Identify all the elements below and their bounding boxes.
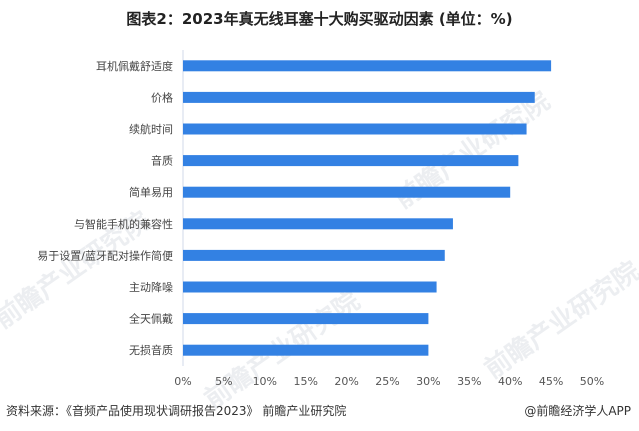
credit: @前瞻经济学人APP xyxy=(524,404,631,418)
category-label: 耳机佩戴舒适度 xyxy=(96,59,173,73)
x-tick-label: 30% xyxy=(416,375,440,388)
x-tick-label: 25% xyxy=(375,375,399,388)
category-label: 主动降噪 xyxy=(129,280,173,294)
bar xyxy=(183,344,429,356)
x-tick-label: 10% xyxy=(253,375,277,388)
bar xyxy=(183,60,552,72)
category-label: 无损音质 xyxy=(129,343,173,357)
category-label: 价格 xyxy=(151,90,173,104)
x-tick-label: 15% xyxy=(293,375,317,388)
x-tick-label: 45% xyxy=(539,375,563,388)
x-tick-label: 40% xyxy=(498,375,522,388)
bar xyxy=(183,313,429,325)
x-tick-label: 20% xyxy=(334,375,358,388)
category-label: 全天佩戴 xyxy=(129,312,173,326)
bar xyxy=(183,281,437,293)
bar xyxy=(183,123,527,135)
chart-title: 图表2：2023年真无线耳塞十大购买驱动因素 (单位：%) xyxy=(126,10,513,28)
x-tick-label: 0% xyxy=(174,375,191,388)
bar xyxy=(183,186,511,198)
x-tick-label: 35% xyxy=(457,375,481,388)
category-label: 简单易用 xyxy=(129,185,173,199)
source-note: 资料来源：《音频产品使用现状调研报告2023》 前瞻产业研究院 xyxy=(6,404,347,418)
bar xyxy=(183,91,535,103)
x-tick-label: 5% xyxy=(215,375,232,388)
bar xyxy=(183,249,445,261)
category-label: 与智能手机的兼容性 xyxy=(74,217,173,231)
category-label: 易于设置/蓝牙配对操作简便 xyxy=(37,248,173,262)
category-label: 音质 xyxy=(151,154,173,168)
category-label: 续航时间 xyxy=(129,122,173,136)
bar xyxy=(183,155,519,167)
x-tick-label: 50% xyxy=(580,375,604,388)
bar xyxy=(183,218,453,230)
